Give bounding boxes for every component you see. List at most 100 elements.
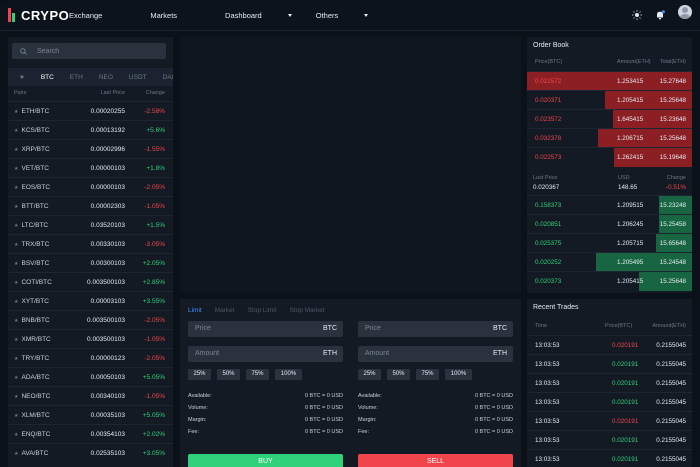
- market-change: -2.05%: [144, 184, 165, 191]
- percent-button[interactable]: 75%: [416, 369, 439, 380]
- search-input[interactable]: Search: [12, 43, 166, 59]
- price-chart-area[interactable]: [180, 37, 521, 293]
- tab-stop-market[interactable]: Stop Market: [289, 307, 325, 314]
- bids-amount: 1.205495: [617, 259, 644, 266]
- brand-logo[interactable]: CRYPO: [8, 7, 69, 23]
- balance-info-row: Available: 0 BTC = 0 USD: [188, 393, 343, 402]
- tab-neo[interactable]: NEO: [98, 73, 113, 81]
- star-icon[interactable]: ★: [19, 74, 25, 81]
- market-row[interactable]: ★ VET/BTC 0.00000103 +1.8%: [8, 158, 173, 178]
- market-row[interactable]: ★ LTC/BTC 0.03520103 +1.5%: [8, 215, 173, 235]
- market-row[interactable]: ★ XMR/BTC 0.003500103 -1.05%: [8, 329, 173, 349]
- star-icon[interactable]: ★: [14, 451, 19, 457]
- bids-total: 15.65648: [659, 240, 686, 247]
- percent-button[interactable]: 75%: [246, 369, 269, 380]
- info-value: 0 BTC = 0 USD: [304, 393, 343, 399]
- market-row[interactable]: ★ XRP/BTC 0.00002996 -1.55%: [8, 139, 173, 159]
- bell-icon[interactable]: [655, 7, 665, 20]
- tab-limit[interactable]: Limit: [188, 307, 202, 314]
- market-row[interactable]: ★ COTI/BTC 0.003500103 +2.85%: [8, 272, 173, 292]
- tab-eth[interactable]: ETH: [69, 73, 83, 81]
- market-row[interactable]: ★ ADA/BTC 0.00050103 +5.05%: [8, 367, 173, 387]
- info-label: Margin:: [188, 417, 207, 423]
- star-icon[interactable]: ★: [14, 147, 19, 153]
- market-row[interactable]: ★ TRX/BTC 0.00330103 -3.05%: [8, 234, 173, 254]
- asks-row[interactable]: 0.020371 1.205415 15.25648: [527, 90, 692, 110]
- market-change: +5.05%: [142, 412, 165, 419]
- trade-row: 13:03:53 0.020191 0.2155045: [527, 335, 692, 355]
- recent-trades-title: Recent Trades: [533, 304, 579, 311]
- trade-price: 0.020191: [612, 399, 639, 406]
- star-icon[interactable]: ★: [14, 356, 19, 362]
- sell-button[interactable]: SELL: [358, 454, 513, 467]
- tab-stop-limit[interactable]: Stop Limit: [247, 307, 277, 314]
- market-last-price: 0.003500103: [87, 279, 125, 286]
- balance-info-row: Volume: 0 BTC = 0 USD: [358, 405, 513, 414]
- percent-button[interactable]: 100%: [445, 369, 472, 380]
- star-icon[interactable]: ★: [14, 109, 19, 115]
- market-row[interactable]: ★ NEO/BTC 0.00340103 -1.05%: [8, 386, 173, 406]
- market-row[interactable]: ★ BTT/BTC 0.00002303 -1.05%: [8, 196, 173, 216]
- star-icon[interactable]: ★: [14, 128, 19, 134]
- pair-name: XMR/BTC: [21, 336, 51, 343]
- balance-info-row: Volume: 0 BTC = 0 USD: [188, 405, 343, 414]
- asks-row[interactable]: 0.022572 1.253415 15.27648: [527, 71, 692, 91]
- market-row[interactable]: ★ ENQ/BTC 0.00354103 +2.02%: [8, 424, 173, 444]
- star-icon[interactable]: ★: [14, 280, 19, 286]
- info-label: Volume:: [188, 405, 208, 411]
- market-row[interactable]: ★ KCS/BTC 0.00013192 +5.6%: [8, 120, 173, 140]
- star-icon[interactable]: ★: [14, 204, 19, 210]
- amount-input[interactable]: Amount ETH: [188, 346, 343, 362]
- avatar[interactable]: [678, 5, 692, 19]
- star-icon[interactable]: ★: [14, 223, 19, 229]
- market-row[interactable]: ★ AVA/BTC 0.02535103 +3.05%: [8, 443, 173, 463]
- tab-usdt[interactable]: USDT: [128, 73, 147, 81]
- star-icon[interactable]: ★: [14, 299, 19, 305]
- nav-markets[interactable]: Markets: [150, 10, 178, 20]
- nav-dashboard[interactable]: Dashboard: [225, 11, 292, 20]
- star-icon[interactable]: ★: [14, 375, 19, 381]
- balance-info-row: Fee: 0 BTC = 0 USD: [358, 429, 513, 438]
- star-icon[interactable]: ★: [14, 413, 19, 419]
- price-input[interactable]: Price BTC: [188, 321, 343, 337]
- star-icon[interactable]: ★: [14, 394, 19, 400]
- market-row[interactable]: ★ EOS/BTC 0.00000103 -2.05%: [8, 177, 173, 197]
- asks-row[interactable]: 0.023572 1.645415 15.23648: [527, 109, 692, 129]
- market-row[interactable]: ★ TRY/BTC 0.00000123 -2.05%: [8, 348, 173, 368]
- star-icon[interactable]: ★: [14, 242, 19, 248]
- star-icon[interactable]: ★: [14, 318, 19, 324]
- star-icon[interactable]: ★: [14, 337, 19, 343]
- asks-row[interactable]: 0.022573 1.262415 15.19648: [527, 147, 692, 167]
- percent-buttons: 25% 50% 75% 100%: [358, 369, 478, 380]
- market-row[interactable]: ★ BNB/BTC 0.003500103 -2.05%: [8, 310, 173, 330]
- market-row[interactable]: ★ BSV/BTC 0.00300103 +2.05%: [8, 253, 173, 273]
- buy-button[interactable]: BUY: [188, 454, 343, 467]
- percent-button[interactable]: 25%: [358, 369, 381, 380]
- asks-row[interactable]: 0.032378 1.206715 15.25648: [527, 128, 692, 148]
- bids-row[interactable]: 0.020373 1.205415 15.25648: [527, 271, 692, 291]
- sun-icon[interactable]: [632, 7, 642, 20]
- bids-row[interactable]: 0.020851 1.206245 15.25458: [527, 214, 692, 234]
- nav-exchange[interactable]: Exchange: [69, 10, 103, 20]
- star-icon[interactable]: ★: [14, 261, 19, 267]
- star-icon[interactable]: ★: [14, 185, 19, 191]
- nav-others[interactable]: Others: [316, 11, 369, 20]
- percent-button[interactable]: 100%: [275, 369, 302, 380]
- market-row[interactable]: ★ XLM/BTC 0.00035103 +5.05%: [8, 405, 173, 425]
- tab-dai[interactable]: DAI: [162, 73, 174, 81]
- tab-market[interactable]: Market: [214, 307, 235, 314]
- market-row[interactable]: ★ ETH/BTC 0.00020255 -2.58%: [8, 101, 173, 121]
- star-icon[interactable]: ★: [14, 432, 19, 438]
- percent-button[interactable]: 50%: [217, 369, 240, 380]
- market-row[interactable]: ★ XYT/BTC 0.00003103 +3.55%: [8, 291, 173, 311]
- asks-total: 15.19648: [659, 154, 686, 161]
- percent-button[interactable]: 25%: [188, 369, 211, 380]
- bids-row[interactable]: 0.020252 1.205495 15.24548: [527, 252, 692, 272]
- tab-btc[interactable]: BTC: [40, 73, 54, 81]
- bids-row[interactable]: 0.158373 1.209515 15.23248: [527, 195, 692, 215]
- price-input[interactable]: Price BTC: [358, 321, 513, 337]
- amount-input[interactable]: Amount ETH: [358, 346, 513, 362]
- star-icon[interactable]: ★: [14, 166, 19, 172]
- bids-row[interactable]: 0.025375 1.205715 15.65648: [527, 233, 692, 253]
- percent-button[interactable]: 50%: [387, 369, 410, 380]
